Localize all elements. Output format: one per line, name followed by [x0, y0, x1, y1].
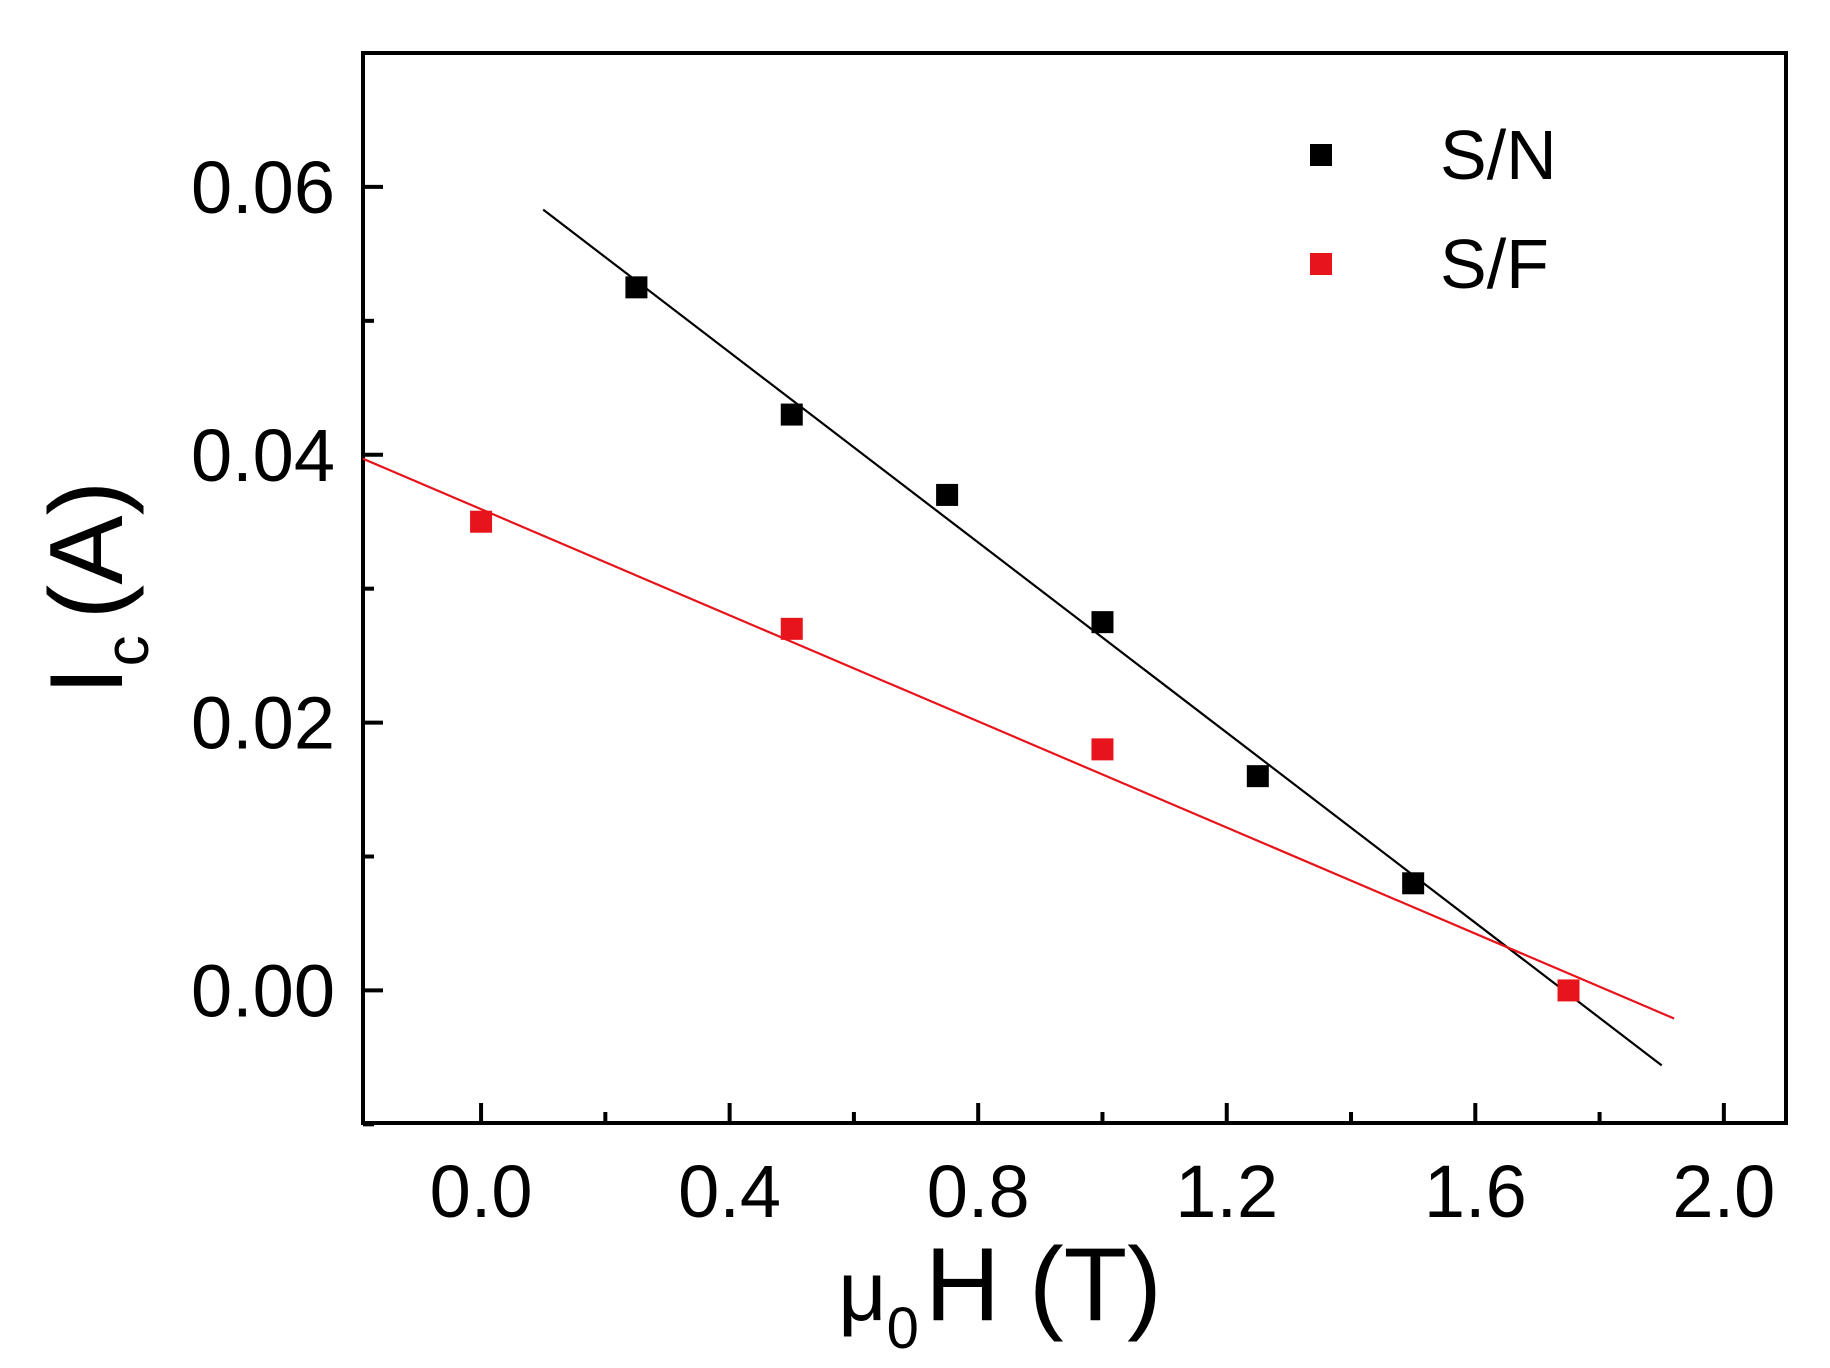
data-markers — [470, 276, 1580, 1002]
data-point-s-f — [1557, 979, 1580, 1002]
legend-label-s-n: S/N — [1440, 116, 1557, 194]
data-point-s-n — [1091, 611, 1114, 634]
x-axis-title-text: H (T) — [925, 1227, 1162, 1343]
x-axis-title-symbol: μ — [838, 1244, 886, 1338]
y-tick-label: 0.04 — [191, 414, 335, 497]
fit-line-s-f — [362, 457, 1675, 1020]
x-axis-ticks: 0.0 0.4 0.8 1.2 1.6 2.0 — [430, 1103, 1775, 1233]
x-tick-label: 0.0 — [430, 1150, 533, 1233]
legend-marker-s-f — [1310, 253, 1332, 275]
fit-lines — [362, 208, 1675, 1067]
x-tick-label: 0.8 — [927, 1150, 1030, 1233]
y-axis-title-symbol: I — [29, 666, 145, 695]
data-point-s-n — [1246, 765, 1269, 788]
data-point-s-n — [625, 276, 648, 299]
legend-label-s-f: S/F — [1440, 225, 1549, 303]
x-tick-label: 0.4 — [678, 1150, 781, 1233]
data-point-s-f — [780, 617, 803, 640]
y-tick-label: 0.00 — [191, 949, 335, 1032]
y-axis-ticks: 0.00 0.02 0.04 0.06 — [191, 146, 383, 1127]
data-point-s-f — [1091, 738, 1114, 761]
x-tick-label: 1.2 — [1175, 1150, 1278, 1233]
legend: S/N S/F — [1310, 116, 1557, 303]
x-tick-label: 2.0 — [1672, 1150, 1775, 1233]
y-tick-label: 0.02 — [191, 682, 335, 765]
y-axis-title: Ic (A) — [29, 481, 162, 696]
y-axis-title-text: (A) — [29, 481, 145, 620]
y-axis-title-subscript: c — [93, 635, 162, 666]
data-point-s-n — [1402, 872, 1425, 895]
x-tick-label: 1.6 — [1424, 1150, 1527, 1233]
x-axis-title: μ0H (T) — [838, 1227, 1161, 1361]
y-tick-label: 0.06 — [191, 146, 335, 229]
fit-line-s-n — [542, 208, 1663, 1067]
x-axis-title-subscript: 0 — [887, 1296, 919, 1361]
data-point-s-f — [470, 510, 493, 533]
plot-area — [361, 51, 1788, 1125]
data-point-s-n — [936, 483, 959, 506]
legend-marker-s-n — [1310, 144, 1332, 166]
data-point-s-n — [780, 403, 803, 426]
